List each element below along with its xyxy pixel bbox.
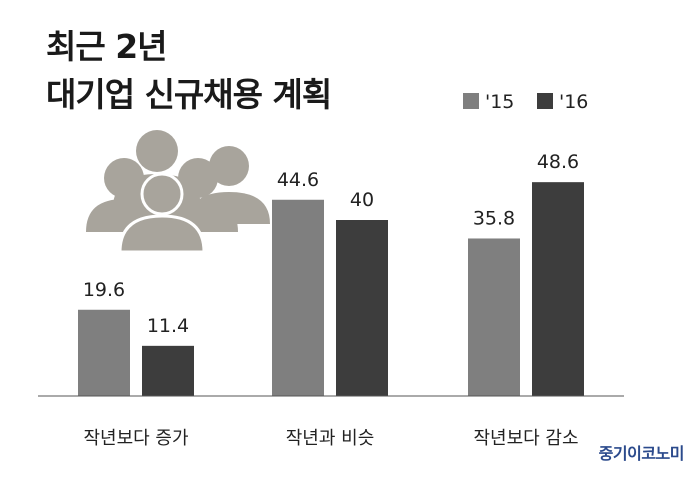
- value-label-1-2: 44.6: [277, 169, 319, 191]
- legend-label-1: '15: [485, 91, 514, 113]
- bar-2-1: [142, 345, 194, 396]
- brand-logo-text: 중기이코노미: [598, 444, 685, 463]
- legend-swatch-1: [463, 93, 479, 109]
- bar-2-3: [532, 182, 584, 396]
- category-label-2: 작년과 비슷: [286, 428, 375, 449]
- bar-2-2: [336, 220, 388, 396]
- people-group-icon: [86, 130, 270, 254]
- value-label-2-3: 48.6: [537, 151, 579, 173]
- value-label-1-3: 35.8: [473, 207, 515, 229]
- value-label-2-2: 40: [350, 189, 374, 211]
- bar-1-2: [272, 199, 324, 396]
- legend-label-2: '16: [559, 91, 588, 113]
- value-label-2-1: 11.4: [147, 315, 189, 337]
- category-label-1: 작년보다 증가: [83, 428, 188, 449]
- legend-swatch-2: [537, 93, 553, 109]
- bar-1-3: [468, 238, 520, 396]
- legend: '15 '16: [463, 91, 588, 113]
- category-label-3: 작년보다 감소: [473, 428, 578, 449]
- value-label-1-1: 19.6: [83, 279, 125, 301]
- bar-1-1: [78, 309, 130, 396]
- chart-title-line-2: 대기업 신규채용 계획: [46, 75, 332, 114]
- chart-title-line-1: 최근 2년: [46, 27, 168, 66]
